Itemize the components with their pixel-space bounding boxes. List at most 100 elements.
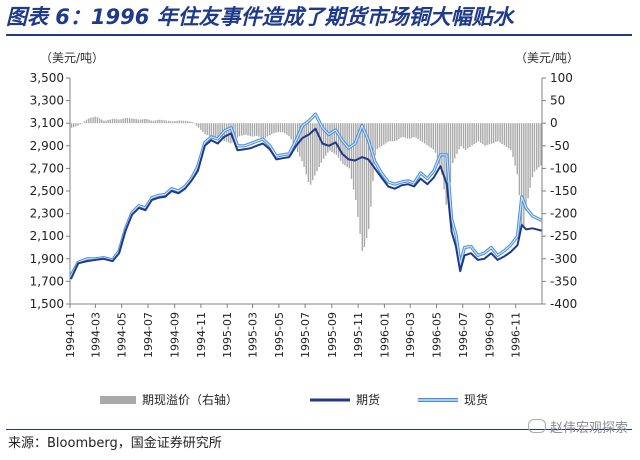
premium-bar [490,123,493,144]
premium-bar [258,123,260,137]
legend-label-premium: 期现溢价（右轴） [142,392,238,407]
premium-bar [269,123,271,136]
x-tick-label: 1995-07 [299,312,312,358]
premium-bar [260,123,262,138]
x-tick-label: 1995-11 [352,312,365,358]
right-tick-label: -400 [550,297,577,311]
right-tick-label: -150 [550,184,577,198]
premium-bar [90,117,92,124]
premium-bar [503,123,506,146]
premium-bar [225,123,228,142]
premium-bar [152,120,155,124]
premium-bar [85,119,88,124]
premium-bar [105,120,107,124]
x-tick-label: 1996-05 [430,312,443,358]
premium-bar [417,123,419,140]
premium-bar [290,123,292,140]
premium-bar [256,123,258,136]
premium-bar [492,123,495,143]
premium-bar [329,123,331,151]
premium-bar [533,123,536,172]
premium-bar [393,123,396,142]
premium-bar [213,123,215,137]
premium-bar [482,123,484,145]
futures-series-line [69,127,542,280]
premium-bar [150,120,152,124]
premium-bar [281,123,284,133]
x-tick-label: 1994-07 [142,312,155,358]
premium-bar [284,123,286,134]
premium-bar [540,123,542,166]
premium-bar [206,123,208,136]
premium-bar [536,123,538,170]
x-tick-label: 1994-03 [89,312,102,358]
premium-bar [426,123,428,145]
premium-bar [185,120,187,124]
premium-bar [520,123,523,225]
premium-bar [126,118,129,124]
premium-bar [309,123,312,185]
chart-title: 图表 6：1996 年住友事件造成了期货市场铜大幅贴水 [6,5,514,29]
premium-bar [210,123,213,137]
premium-bar [116,119,118,124]
premium-bar [137,119,139,124]
premium-bar [131,118,133,124]
axis-labels: 1,500 1,700 1,900 2,100 2,300 2,500 2,700 2,900… [30,51,579,358]
premium-bar [527,123,529,199]
x-tick-label: 1994-01 [64,312,77,358]
premium-bar [70,123,73,128]
right-tick-label: 50 [550,94,565,108]
premium-bar [462,123,465,149]
premium-bar [144,118,146,124]
premium-bar [324,123,327,156]
premium-bar [331,123,333,152]
premium-bar [314,123,316,176]
premium-bar [514,123,516,166]
premium-bar [241,123,243,136]
premium-bar [316,123,318,172]
premium-bar [167,120,170,124]
premium-bar [103,120,105,124]
left-tick-label: 2,100 [30,229,64,243]
premium-bar [238,123,241,137]
premium-bar [322,123,325,159]
premium-bar [94,116,96,124]
premium-bar [359,123,361,234]
premium-bar [352,123,355,190]
premium-bar [415,123,417,138]
premium-bar [182,120,185,124]
premium-bar [333,123,335,154]
premium-bar [236,123,239,138]
premium-bar [510,123,512,150]
wechat-icon [527,419,546,433]
premium-bar [454,123,456,159]
legend-swatch-premium [100,396,136,404]
premium-bar [484,123,486,146]
premium-bar [189,121,191,124]
premium-bar [273,123,275,134]
premium-bar [266,123,269,137]
premium-bar [124,118,127,124]
x-tick-label: 1995-05 [273,312,286,358]
premium-bar [146,119,148,124]
premium-bar [288,123,290,137]
left-tick-label: 2,300 [30,207,64,221]
right-tick-label: 100 [550,71,573,85]
premium-bar [398,123,400,139]
premium-bar [404,123,406,138]
premium-bar [523,123,525,227]
left-tick-label: 1,500 [30,297,64,311]
premium-bar [408,123,411,139]
left-axis-unit: （美元/吨） [40,51,104,65]
premium-bar [430,123,432,148]
premium-bar [178,120,180,124]
legend: 期现溢价（右轴） 期货 现货 [100,392,488,407]
premium-bar [467,123,469,149]
premium-bar [413,123,415,138]
premium-bar [187,121,189,124]
premium-bar [525,123,527,211]
premium-bar [380,123,383,147]
x-tick-label: 1996-01 [378,312,391,358]
premium-bar [294,123,297,148]
watermark: 赵伟宏观探索 [527,418,628,440]
